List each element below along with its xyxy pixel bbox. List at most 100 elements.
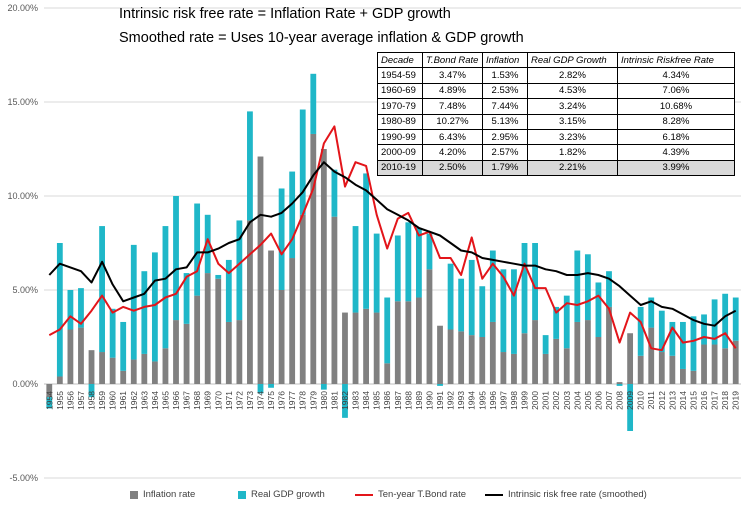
- table-cell: 6.18%: [617, 128, 735, 146]
- table-cell: 2.50%: [422, 159, 483, 177]
- gdp-bar: [732, 297, 739, 341]
- inflation-bar: [722, 348, 729, 384]
- gdp-bar: [489, 250, 496, 322]
- inflation-bar: [500, 352, 507, 384]
- legend-tbond-line: [355, 493, 373, 496]
- x-tick-label: 1959: [97, 391, 107, 410]
- table-cell: 2.21%: [527, 159, 618, 177]
- inflation-bar: [701, 344, 707, 384]
- x-tick-label: 2005: [583, 391, 593, 410]
- table-cell: 10.27%: [422, 113, 483, 130]
- gdp-bar: [701, 314, 707, 345]
- gdp-bar: [584, 254, 591, 321]
- inflation-bar: [680, 368, 686, 384]
- inflation-bar: [415, 297, 422, 384]
- gdp-bar: [289, 171, 296, 259]
- y-tick-label: -5.00%: [9, 473, 38, 483]
- x-tick-label: 2011: [646, 391, 656, 410]
- x-tick-label: 1955: [55, 391, 65, 410]
- gdp-bar: [690, 316, 697, 371]
- gdp-bar: [415, 227, 422, 298]
- gdp-bar: [606, 271, 612, 307]
- inflation-bar: [616, 382, 623, 384]
- table-cell: 5.13%: [482, 113, 528, 130]
- x-tick-label: 1964: [150, 391, 160, 410]
- series-lines: [48, 125, 737, 352]
- table-row: 2010-19 2.50% 1.79% 2.21% 3.99%: [377, 159, 735, 177]
- table-cell: 10.68%: [617, 98, 735, 115]
- x-tick-label: 2012: [657, 391, 667, 410]
- table-cell: 2000-09: [377, 144, 423, 161]
- x-tick-label: 1995: [477, 391, 487, 410]
- gdp-bar: [711, 299, 718, 345]
- x-tick-label: 2009: [625, 391, 635, 410]
- x-tick-label: 1965: [160, 391, 170, 410]
- inflation-bar: [194, 295, 201, 384]
- legend-gdp-label: Real GDP growth: [251, 489, 325, 500]
- x-tick-label: 1987: [393, 391, 403, 410]
- tbond-rate-line: [48, 125, 737, 352]
- x-tick-label: 1957: [76, 391, 86, 410]
- gdp-bar: [257, 384, 264, 394]
- table-header-row: Decade T.Bond Rate Inflation Real GDP Gr…: [377, 51, 735, 69]
- table-cell: 3.47%: [422, 67, 483, 84]
- inflation-bar: [236, 320, 243, 384]
- inflation-bar: [384, 363, 391, 384]
- inflation-bar: [204, 273, 211, 384]
- table-cell: 4.89%: [422, 82, 483, 100]
- x-tick-label: 2007: [604, 391, 614, 410]
- gdp-bar: [141, 271, 148, 354]
- inflation-bar: [78, 327, 84, 384]
- x-tick-label: 2014: [678, 391, 688, 410]
- gdp-bar: [78, 288, 84, 328]
- gdp-bar: [627, 384, 634, 431]
- x-tick-label: 2019: [731, 391, 741, 410]
- gdp-bar: [236, 220, 243, 321]
- table-row: 1960-69 4.89% 2.53% 4.53% 7.06%: [377, 82, 735, 100]
- gdp-bar: [384, 297, 391, 364]
- gdp-bar: [648, 297, 655, 328]
- x-tick-label: 2000: [530, 391, 540, 410]
- gdp-bar: [194, 203, 201, 296]
- x-tick-label: 1961: [118, 391, 128, 410]
- chart-title-line1: Intrinsic risk free rate = Inflation Rat…: [119, 6, 451, 22]
- chart-legend: Inflation rate Real GDP growth Ten-year …: [0, 489, 743, 503]
- table-cell: 2.82%: [527, 67, 618, 84]
- x-tick-label: 1992: [446, 391, 456, 410]
- table-cell: 8.28%: [617, 113, 735, 130]
- inflation-bar: [352, 312, 359, 384]
- gdp-bar: [352, 226, 359, 313]
- y-tick-label: 20.00%: [7, 3, 38, 13]
- inflation-bar: [299, 214, 306, 384]
- inflation-bar: [521, 333, 528, 384]
- inflation-bar: [669, 355, 676, 384]
- x-tick-label: 2010: [636, 391, 646, 410]
- gdp-bar: [426, 233, 433, 270]
- inflation-bar: [278, 290, 285, 384]
- table-row: 1970-79 7.48% 7.44% 3.24% 10.68%: [377, 98, 735, 115]
- inflation-bar: [479, 337, 486, 384]
- x-tick-label: 2004: [572, 391, 582, 410]
- inflation-bar: [437, 325, 443, 384]
- x-tick-label: 1979: [308, 391, 318, 410]
- table-cell: 4.53%: [527, 82, 618, 100]
- gdp-bar: [310, 73, 317, 134]
- x-tick-label: 2001: [541, 391, 551, 410]
- gdp-bar: [67, 290, 74, 330]
- inflation-bar: [542, 353, 549, 384]
- x-tick-label: 1986: [382, 391, 392, 410]
- legend-inflation-swatch: [130, 490, 138, 499]
- x-tick-label: 2003: [562, 391, 572, 410]
- inflation-bar: [109, 357, 116, 384]
- gdp-bar: [320, 384, 327, 390]
- gdp-bar: [437, 384, 443, 386]
- inflation-bar: [46, 384, 53, 398]
- gdp-bar: [595, 282, 602, 337]
- stacked-bars: [46, 73, 739, 431]
- inflation-bar: [99, 352, 105, 384]
- table-cell: 3.23%: [527, 128, 618, 146]
- table-cell: 3.24%: [527, 98, 618, 115]
- gdp-bar: [268, 384, 274, 388]
- x-tick-label: 1974: [256, 391, 266, 410]
- header-tbond: T.Bond Rate: [422, 51, 483, 69]
